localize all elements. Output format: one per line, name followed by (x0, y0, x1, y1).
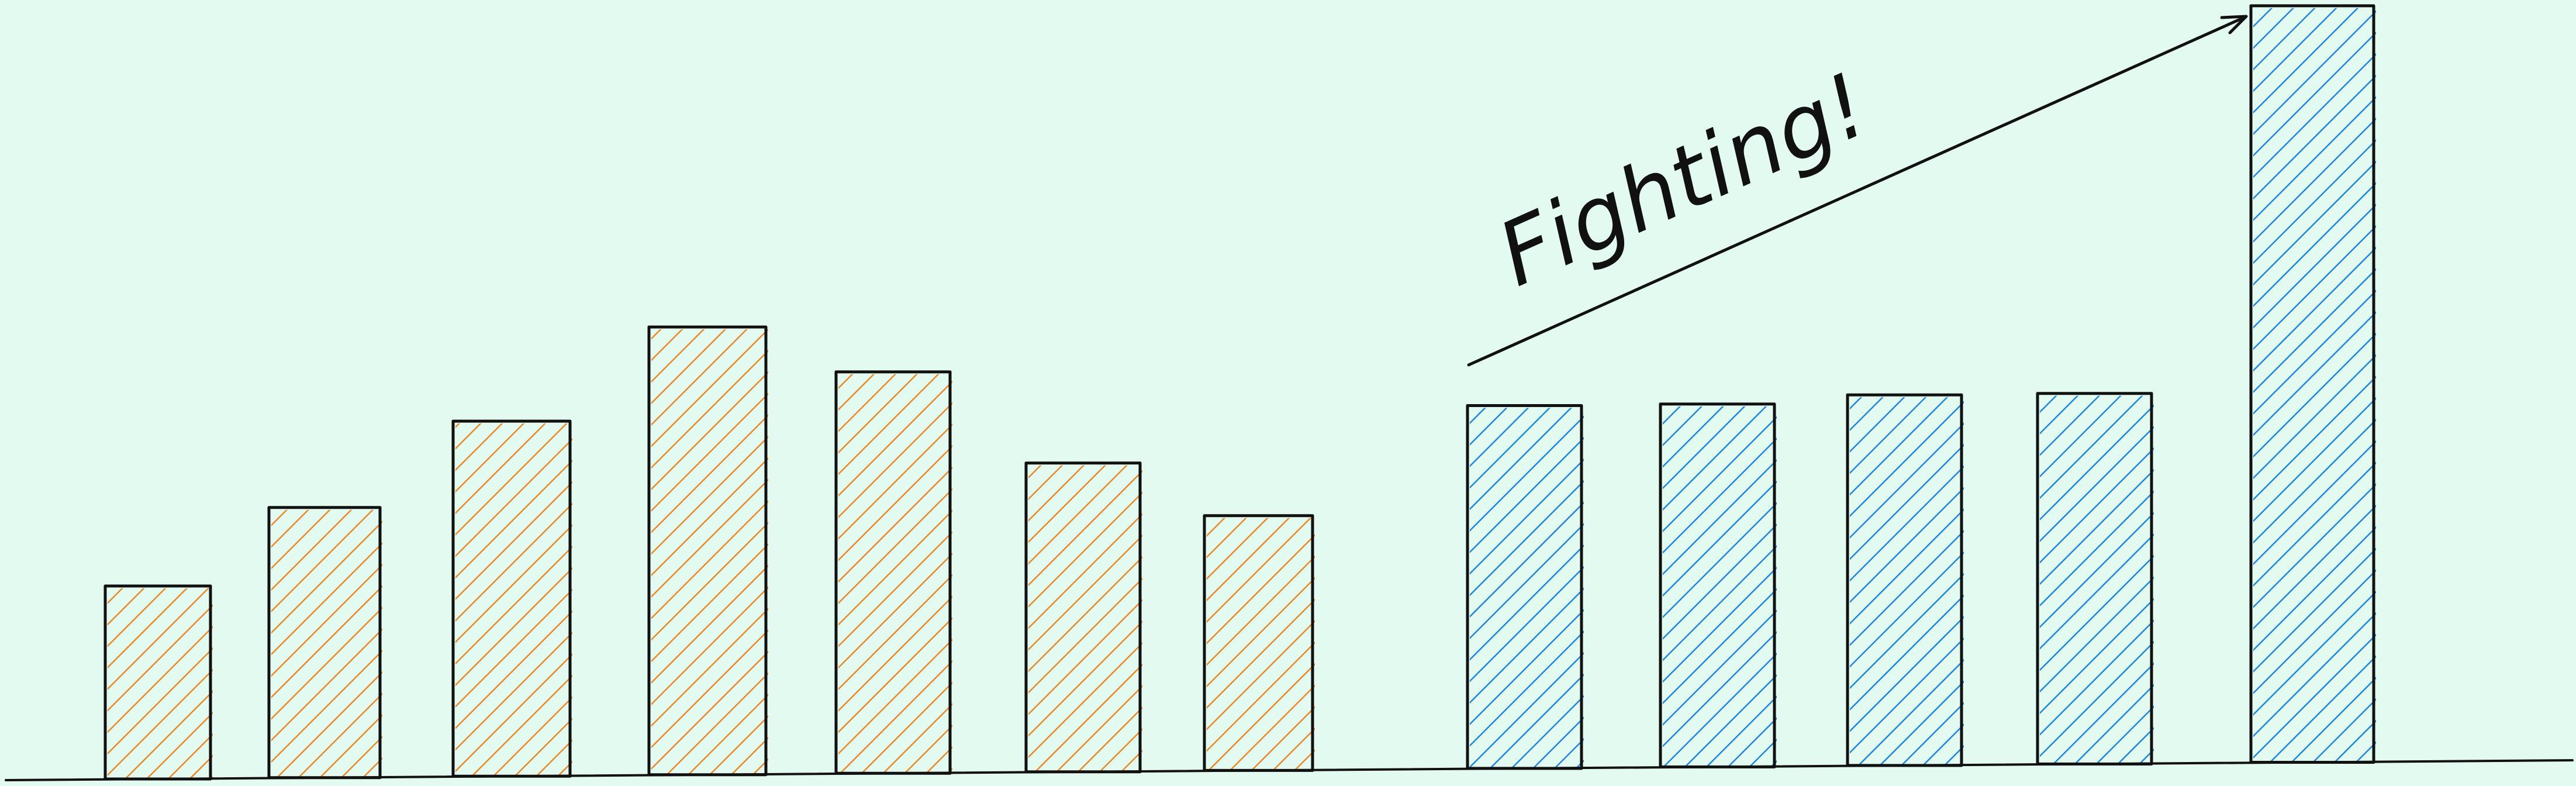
bar-fill (838, 374, 952, 774)
bar-fill (2253, 8, 2376, 763)
bar (1846, 393, 1964, 767)
bar-fill (651, 329, 768, 775)
bar (834, 370, 952, 775)
bar-fill (1850, 397, 1964, 766)
bar-fill (1028, 465, 1142, 772)
bar (1659, 402, 1777, 768)
trend-arrow-head (2220, 15, 2248, 35)
bar (451, 419, 572, 778)
bar-fill (2040, 395, 2154, 764)
bar-fill (108, 588, 213, 779)
trend-arrow-line (1467, 16, 2246, 367)
bar (267, 506, 382, 780)
bar-fill (1663, 406, 1777, 767)
bar (2249, 4, 2376, 764)
bar-fill (1470, 408, 1584, 768)
bars-layer (103, 4, 2376, 781)
bar (647, 325, 768, 777)
bar-fill (1207, 518, 1315, 771)
bar (1203, 514, 1315, 772)
bar-fill (455, 423, 572, 777)
bar (1466, 404, 1584, 770)
bar-fill (271, 509, 382, 778)
bar (2036, 392, 2154, 766)
bar (103, 584, 213, 781)
trend-arrow (1467, 15, 2248, 367)
bar (1024, 461, 1142, 774)
x-axis-baseline (5, 759, 2574, 781)
